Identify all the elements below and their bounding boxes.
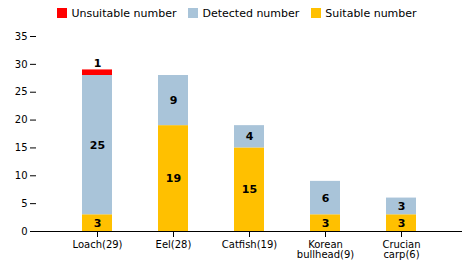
svg-text:Catfish(19): Catfish(19) <box>222 239 278 250</box>
svg-text:Eel(28): Eel(28) <box>156 239 192 250</box>
svg-text:30: 30 <box>15 59 28 70</box>
svg-text:4: 4 <box>246 130 254 143</box>
svg-text:3: 3 <box>322 217 330 230</box>
svg-text:15: 15 <box>15 142 28 153</box>
html-text:Detected number: Detected number <box>202 6 300 20</box>
svg-text:3: 3 <box>94 217 102 230</box>
svg-text:0: 0 <box>21 226 27 237</box>
svg-text:19: 19 <box>166 172 181 185</box>
svg-text:35: 35 <box>15 31 28 42</box>
svg-text:9: 9 <box>170 94 178 107</box>
svg-text:15: 15 <box>242 183 257 196</box>
svg-text:Cruciancarp(6): Cruciancarp(6) <box>382 239 420 260</box>
svg-text:1: 1 <box>94 57 102 70</box>
svg-text:3: 3 <box>398 200 406 213</box>
html-text:Suitable number: Suitable number <box>325 6 417 20</box>
html-text:Unsuitable number: Unsuitable number <box>71 6 177 20</box>
svg-text:6: 6 <box>322 192 330 205</box>
svg-text:25: 25 <box>90 139 105 152</box>
svg-text:25: 25 <box>15 86 28 97</box>
svg-text:5: 5 <box>21 198 27 209</box>
svg-text:Koreanbullhead(9): Koreanbullhead(9) <box>297 239 354 260</box>
svg-text:10: 10 <box>15 170 28 181</box>
svg-text:Loach(29): Loach(29) <box>72 239 122 250</box>
svg-text:3: 3 <box>398 217 406 230</box>
svg-text:20: 20 <box>15 114 28 125</box>
